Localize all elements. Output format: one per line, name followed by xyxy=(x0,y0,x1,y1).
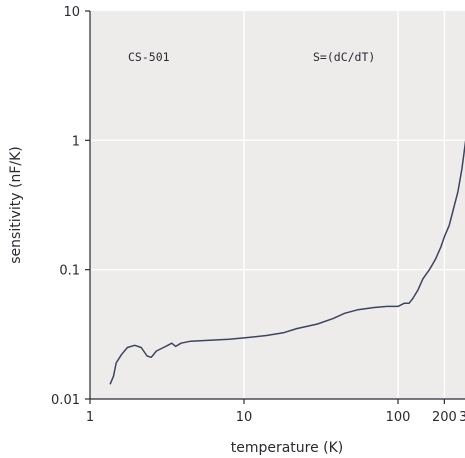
axes: 1 10 100 200300 0.01 0.1 1 10 xyxy=(51,5,465,425)
y-tick-label: 10 xyxy=(63,5,80,20)
annotation-formula: S=(dC/dT) xyxy=(313,50,375,64)
y-tick-label: 1 xyxy=(72,134,80,149)
x-axis-title: temperature (K) xyxy=(231,440,344,456)
annotation-model: CS-501 xyxy=(128,50,170,64)
y-axis-title: sensitivity (nF/K) xyxy=(8,146,24,264)
series-layer xyxy=(109,139,465,385)
series-line xyxy=(109,139,465,385)
x-tick-label: 100 xyxy=(386,410,411,425)
grid xyxy=(90,11,465,399)
y-tick-label: 0.01 xyxy=(51,393,80,408)
x-tick-label: 200 xyxy=(432,410,457,425)
x-tick-label: 10 xyxy=(236,410,253,425)
plot-background xyxy=(90,11,465,399)
x-tick-label: 1 xyxy=(86,410,94,425)
y-tick-label: 0.1 xyxy=(59,264,80,279)
x-tick-label: 300 xyxy=(459,410,465,425)
